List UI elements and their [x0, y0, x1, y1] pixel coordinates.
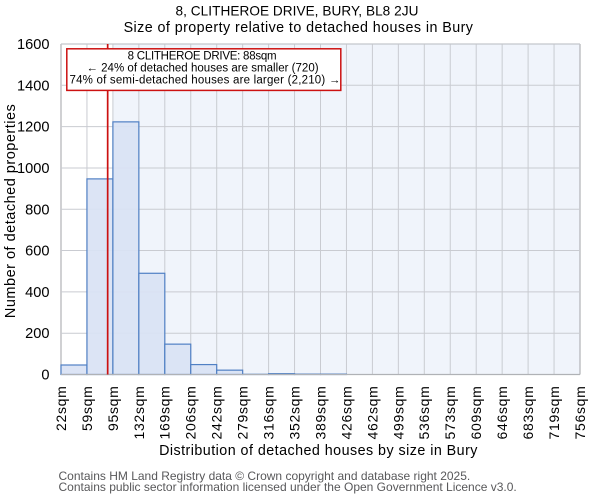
svg-text:Distribution of detached house: Distribution of detached houses by size … [159, 443, 478, 459]
svg-text:426sqm: 426sqm [338, 386, 354, 440]
svg-text:242sqm: 242sqm [209, 386, 225, 440]
svg-text:Size of property relative to d: Size of property relative to detached ho… [124, 20, 474, 36]
svg-text:352sqm: 352sqm [286, 386, 302, 440]
svg-text:132sqm: 132sqm [131, 386, 147, 440]
svg-text:1600: 1600 [17, 37, 49, 53]
svg-text:8, CLITHEROE DRIVE, BURY, BL8: 8, CLITHEROE DRIVE, BURY, BL8 2JU [176, 3, 419, 18]
svg-text:95sqm: 95sqm [105, 386, 121, 432]
svg-text:0: 0 [41, 368, 49, 384]
svg-text:Contains HM Land Registry data: Contains HM Land Registry data © Crown c… [59, 469, 471, 483]
svg-text:683sqm: 683sqm [520, 386, 536, 440]
svg-text:389sqm: 389sqm [312, 386, 328, 440]
svg-text:1000: 1000 [17, 161, 49, 177]
svg-text:536sqm: 536sqm [416, 386, 432, 440]
svg-text:800: 800 [25, 202, 49, 218]
svg-text:Number of detached properties: Number of detached properties [3, 104, 19, 318]
svg-text:← 24% of detached houses are s: ← 24% of detached houses are smaller (72… [86, 62, 318, 74]
svg-text:499sqm: 499sqm [390, 386, 406, 440]
svg-text:59sqm: 59sqm [79, 386, 95, 432]
svg-text:600: 600 [25, 244, 49, 260]
svg-text:316sqm: 316sqm [261, 386, 277, 440]
svg-text:279sqm: 279sqm [235, 386, 251, 440]
svg-text:206sqm: 206sqm [183, 386, 199, 440]
svg-text:573sqm: 573sqm [442, 386, 458, 440]
svg-text:1400: 1400 [17, 78, 49, 94]
svg-text:400: 400 [25, 285, 49, 301]
svg-text:169sqm: 169sqm [157, 386, 173, 440]
svg-text:200: 200 [25, 326, 49, 342]
svg-text:646sqm: 646sqm [494, 386, 510, 440]
svg-text:462sqm: 462sqm [364, 386, 380, 440]
svg-text:609sqm: 609sqm [468, 386, 484, 440]
svg-text:1200: 1200 [17, 120, 49, 136]
svg-text:22sqm: 22sqm [53, 386, 69, 432]
svg-text:Contains public sector informa: Contains public sector information licen… [59, 480, 517, 494]
svg-text:8 CLITHEROE DRIVE: 88sqm: 8 CLITHEROE DRIVE: 88sqm [128, 50, 277, 62]
svg-text:74% of semi-detached houses ar: 74% of semi-detached houses are larger (… [69, 74, 340, 86]
svg-text:719sqm: 719sqm [546, 386, 562, 440]
svg-text:756sqm: 756sqm [572, 386, 588, 440]
